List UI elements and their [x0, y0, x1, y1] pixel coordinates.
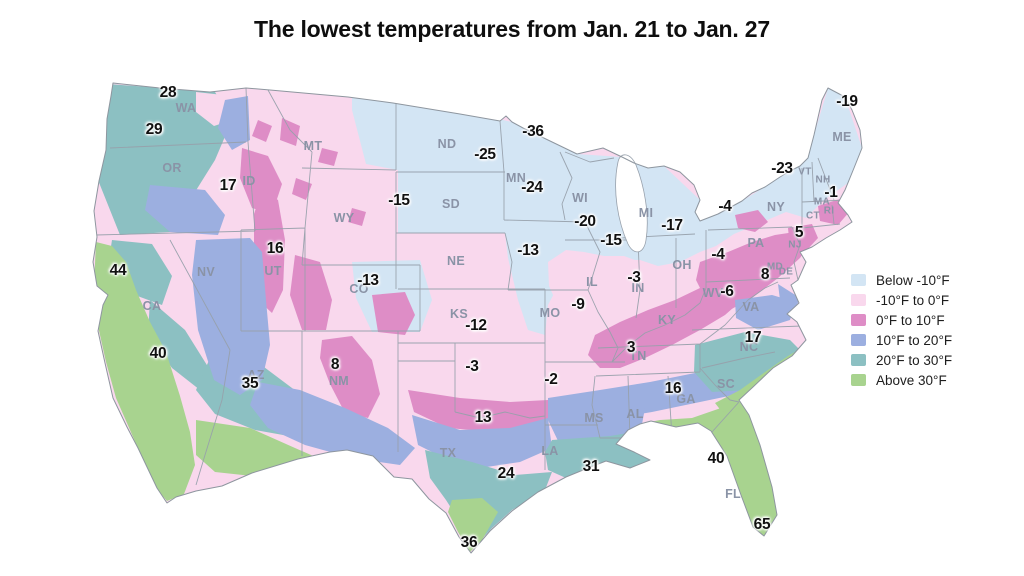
temperature-bands: [93, 83, 862, 553]
legend-label: 20°F to 30°F: [876, 352, 953, 368]
legend-row-4: 20°F to 30°F: [851, 350, 952, 370]
legend-row-2: 0°F to 10°F: [851, 310, 952, 330]
legend-row-1: -10°F to 0°F: [851, 290, 952, 310]
legend-swatch: [851, 294, 866, 306]
legend-row-5: Above 30°F: [851, 370, 952, 390]
legend-swatch: [851, 334, 866, 346]
page-title: The lowest temperatures from Jan. 21 to …: [254, 16, 770, 42]
legend-swatch: [851, 374, 866, 386]
legend-label: Below -10°F: [876, 272, 950, 288]
lake-michigan: [615, 154, 648, 253]
legend-row-3: 10°F to 20°F: [851, 330, 952, 350]
legend-label: Above 30°F: [876, 372, 947, 388]
legend-swatch: [851, 314, 866, 326]
legend-swatch: [851, 354, 866, 366]
region-above-30: [94, 242, 802, 552]
legend-label: 0°F to 10°F: [876, 312, 945, 328]
state-borders: [95, 87, 847, 486]
legend: Below -10°F -10°F to 0°F 0°F to 10°F 10°F t…: [851, 270, 952, 390]
legend-swatch: [851, 274, 866, 286]
legend-row-0: Below -10°F: [851, 270, 952, 290]
legend-label: 10°F to 20°F: [876, 332, 953, 348]
region-0-10: [240, 118, 850, 432]
us-outline: [92, 82, 863, 554]
legend-label: -10°F to 0°F: [876, 292, 950, 308]
